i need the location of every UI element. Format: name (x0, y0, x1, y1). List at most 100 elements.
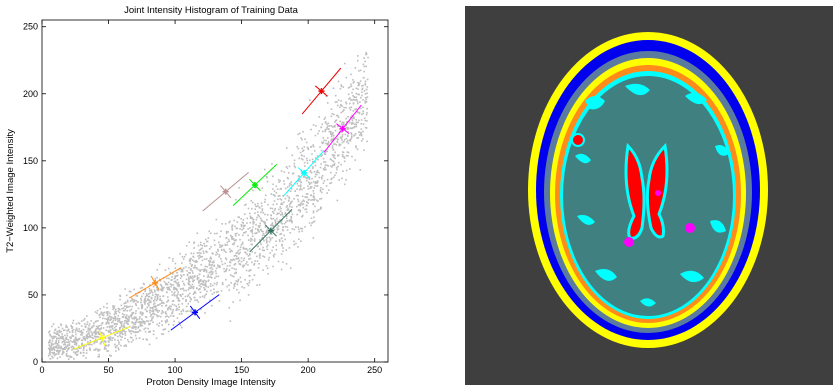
scatter-point (270, 193, 273, 195)
scatter-point (366, 86, 369, 88)
scatter-point (278, 212, 280, 215)
scatter-point (193, 279, 196, 282)
scatter-point (115, 323, 117, 325)
scatter-point (106, 321, 108, 323)
scatter-point (341, 151, 344, 153)
scatter-point (125, 306, 128, 309)
scatter-point (216, 281, 219, 284)
scatter-point (341, 131, 343, 134)
scatter-point (296, 213, 299, 216)
scatter-point (227, 231, 229, 233)
scatter-point (146, 302, 149, 305)
scatter-point (142, 292, 145, 295)
scatter-point (246, 261, 248, 263)
scatter-point (91, 326, 93, 329)
scatter-point (115, 310, 117, 313)
scatter-point (236, 280, 239, 283)
scatter-point (189, 310, 192, 313)
scatter-point (125, 331, 127, 333)
scatter-point (63, 348, 65, 350)
scatter-point (177, 298, 180, 301)
scatter-point (249, 221, 252, 224)
scatter-point (322, 188, 324, 191)
scatter-point (351, 155, 353, 158)
scatter-point (96, 349, 99, 351)
scatter-point (280, 237, 283, 239)
scatter-point (210, 266, 213, 269)
scatter-point (280, 253, 283, 255)
scatter-point (263, 239, 265, 242)
scatter-point (94, 348, 97, 351)
scatter-point (110, 332, 112, 335)
scatter-point (311, 158, 314, 161)
scatter-point (96, 331, 99, 334)
scatter-point (194, 290, 196, 293)
scatter-point (242, 227, 245, 230)
scatter-point (89, 343, 91, 346)
scatter-point (353, 126, 356, 128)
scatter-point (166, 291, 168, 294)
scatter-point (137, 321, 139, 324)
scatter-point (171, 310, 174, 313)
scatter-point (99, 328, 101, 331)
scatter-point (235, 271, 237, 274)
scatter-point (307, 202, 309, 204)
scatter-point (120, 323, 123, 326)
scatter-point (73, 343, 76, 346)
scatter-point (120, 322, 122, 325)
scatter-point (74, 329, 77, 331)
scatter-point (233, 285, 236, 287)
scatter-point (189, 275, 192, 278)
scatter-point (215, 291, 218, 293)
scatter-point (306, 201, 308, 203)
scatter-point (352, 102, 355, 105)
scatter-point (154, 306, 156, 308)
scatter-point (173, 286, 175, 289)
scatter-point (332, 149, 335, 151)
scatter-point (220, 257, 222, 260)
scatter-point (204, 283, 207, 286)
scatter-point (312, 195, 315, 197)
scatter-point (224, 244, 227, 247)
scatter-point (349, 139, 351, 141)
scatter-point (304, 176, 307, 178)
scatter-point (331, 166, 333, 168)
scatter-point (66, 355, 68, 358)
scatter-point (297, 246, 299, 248)
scatter-point (363, 149, 365, 152)
scatter-point (263, 168, 266, 171)
scatter-point (304, 225, 306, 228)
scatter-point (54, 335, 57, 338)
scatter-point (76, 348, 78, 350)
scatter-point (228, 289, 231, 291)
scatter-point (237, 257, 240, 259)
scatter-point (178, 308, 180, 311)
scatter-point (161, 302, 164, 304)
scatter-point (326, 126, 328, 129)
scatter-point (148, 304, 150, 306)
scatter-point (117, 314, 120, 317)
scatter-point (343, 183, 346, 186)
scatter-point (231, 275, 234, 277)
scatter-point (273, 209, 276, 212)
scatter-point (133, 318, 136, 320)
scatter-point (145, 293, 148, 295)
scatter-point (109, 330, 111, 332)
scatter-point (258, 248, 261, 250)
scatter-point (190, 252, 193, 255)
scatter-point (273, 190, 276, 192)
scatter-point (203, 284, 206, 286)
scatter-point (185, 299, 187, 301)
scatter-point (285, 214, 288, 217)
scatter-point (324, 121, 327, 123)
scatter-point (225, 232, 228, 234)
scatter-point (122, 316, 125, 318)
scatter-point (203, 296, 206, 299)
scatter-point (193, 266, 196, 269)
scatter-point (237, 278, 240, 281)
scatter-point (321, 123, 324, 126)
scatter-point (265, 265, 268, 267)
scatter-point (297, 200, 300, 203)
scatter-point (271, 207, 274, 210)
scatter-point (327, 128, 329, 130)
